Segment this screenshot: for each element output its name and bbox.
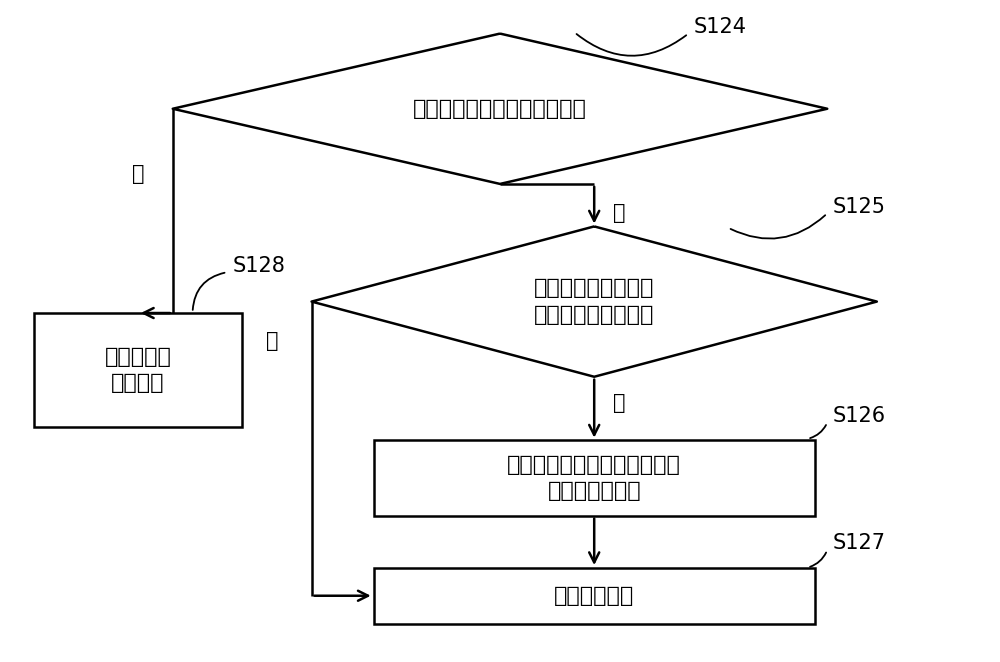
Text: 根据当前帧率和目标帧率对时
间信息进行修改: 根据当前帧率和目标帧率对时 间信息进行修改: [507, 455, 681, 501]
Polygon shape: [312, 226, 877, 377]
Text: S126: S126: [832, 406, 885, 426]
Text: 判断是否存在视频可用性信息: 判断是否存在视频可用性信息: [413, 99, 587, 118]
Polygon shape: [173, 34, 827, 184]
Text: S125: S125: [832, 197, 885, 216]
Text: 添加时间信息: 添加时间信息: [554, 586, 634, 606]
Text: S127: S127: [832, 534, 885, 553]
Text: S128: S128: [232, 256, 285, 275]
Text: 判断视频可用性信息
中是否存在时间信息: 判断视频可用性信息 中是否存在时间信息: [534, 279, 654, 325]
Text: 否: 否: [266, 331, 278, 351]
Text: 是: 是: [613, 203, 625, 223]
Bar: [374, 440, 815, 516]
Bar: [374, 568, 815, 624]
Text: S124: S124: [693, 17, 746, 37]
Text: 否: 否: [132, 164, 144, 184]
Text: 添加视频可
用性信息: 添加视频可 用性信息: [105, 347, 171, 393]
Bar: [34, 313, 242, 428]
Text: 是: 是: [613, 393, 625, 413]
